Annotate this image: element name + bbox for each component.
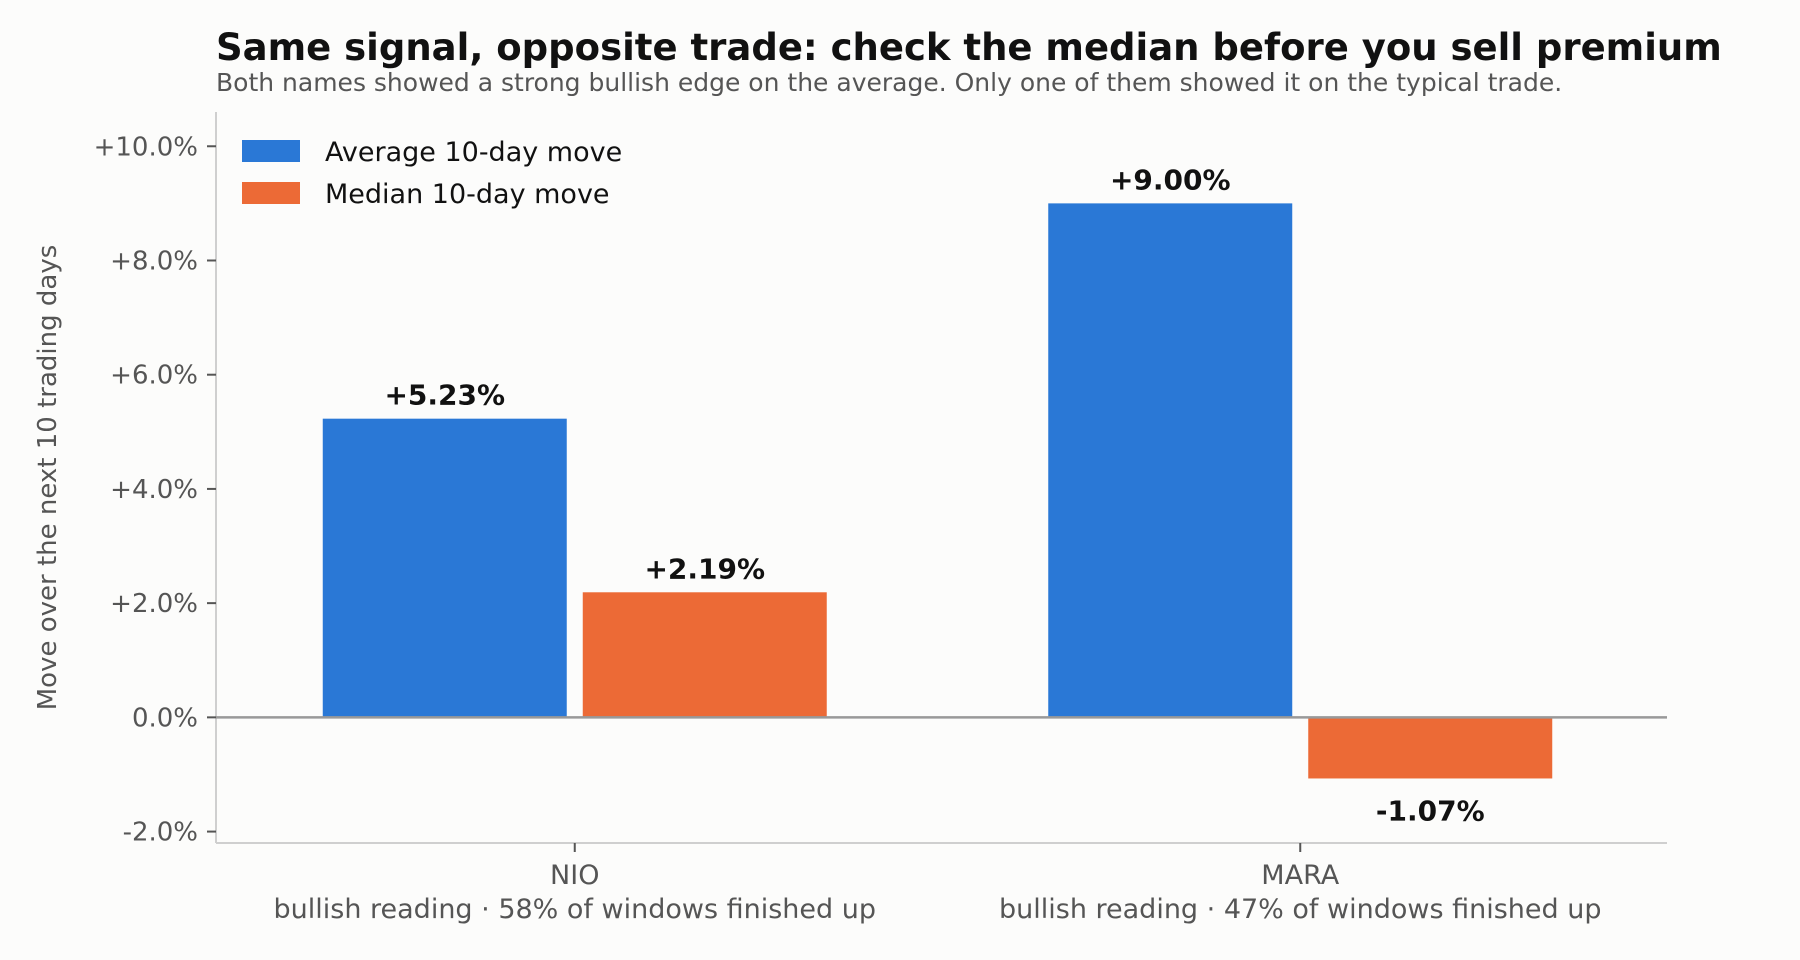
- y-tick-label: +8.0%: [110, 246, 198, 276]
- x-tick-label: NIO: [550, 860, 599, 891]
- chart-subtitle: Both names showed a strong bullish edge …: [216, 68, 1563, 97]
- x-tick-sublabel: bullish reading · 58% of windows finishe…: [274, 894, 877, 925]
- y-tick-label: -2.0%: [123, 818, 198, 848]
- bar: [582, 592, 827, 718]
- y-tick-label: 0.0%: [132, 703, 198, 733]
- y-tick-label: +6.0%: [110, 361, 198, 391]
- y-tick-label: +4.0%: [110, 475, 198, 505]
- legend-label: Average 10-day move: [325, 137, 622, 168]
- bar: [1308, 717, 1553, 779]
- legend-swatch: [242, 182, 300, 204]
- bar: [1048, 203, 1293, 718]
- y-tick-label: +10.0%: [94, 132, 198, 162]
- y-tick-label: +2.0%: [110, 589, 198, 619]
- bar-value-label: +9.00%: [1110, 163, 1231, 196]
- bar-value-label: +5.23%: [384, 379, 505, 412]
- x-tick-label: MARA: [1261, 860, 1339, 891]
- bar-value-label: -1.07%: [1376, 794, 1485, 827]
- legend-label: Median 10-day move: [325, 179, 610, 210]
- y-axis-label: Move over the next 10 trading days: [33, 245, 63, 711]
- x-tick-sublabel: bullish reading · 47% of windows finishe…: [999, 894, 1602, 925]
- legend-swatch: [242, 140, 300, 162]
- bar-value-label: +2.19%: [644, 552, 765, 585]
- chart-title: Same signal, opposite trade: check the m…: [216, 26, 1722, 69]
- bar: [322, 418, 567, 718]
